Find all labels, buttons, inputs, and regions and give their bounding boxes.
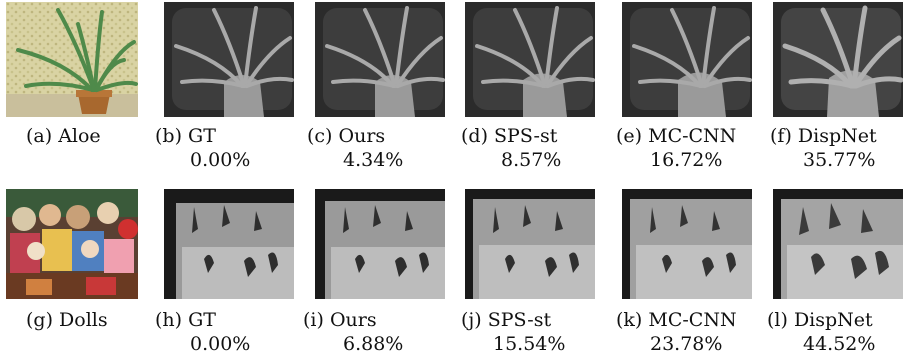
panel-aloe-gt: (b) GT 0.00% — [155, 2, 294, 171]
caption-error: 8.57% — [501, 149, 562, 171]
aloe-sps-disparity — [465, 2, 595, 117]
caption-label: (l) DispNet — [767, 309, 873, 331]
caption-label: (h) GT — [155, 309, 216, 331]
caption-dolls-ours: (i) Ours 6.88% — [303, 308, 403, 356]
caption-aloe-photo: (a) Aloe — [26, 124, 101, 148]
caption-dolls-mccnn: (k) MC-CNN 23.78% — [616, 308, 737, 356]
caption-label: (g) Dolls — [26, 309, 108, 331]
aloe-mccnn-disparity — [622, 2, 752, 117]
dolls-gt-disparity — [164, 189, 294, 299]
caption-error: 23.78% — [650, 333, 723, 355]
panel-aloe-photo: (a) Aloe — [6, 2, 138, 147]
panel-dolls-mccnn: (k) MC-CNN 23.78% — [616, 189, 752, 355]
caption-error: 0.00% — [190, 149, 251, 171]
caption-aloe-ours: (c) Ours 4.34% — [307, 124, 403, 172]
caption-dolls-photo: (g) Dolls — [26, 308, 108, 332]
dolls-photo-image — [6, 189, 138, 299]
caption-label: (d) SPS-st — [461, 125, 558, 147]
dolls-dispnet-disparity — [773, 189, 903, 299]
panel-dolls-dispnet: (l) DispNet 44.52% — [767, 189, 903, 355]
panel-aloe-mccnn: (e) MC-CNN 16.72% — [616, 2, 752, 171]
caption-error: 15.54% — [493, 333, 566, 355]
aloe-photo-image — [6, 2, 138, 117]
panel-dolls-sps: (j) SPS-st 15.54% — [461, 189, 595, 355]
caption-error: 44.52% — [803, 333, 876, 355]
panel-dolls-gt: (h) GT 0.00% — [155, 189, 294, 355]
panel-aloe-sps: (d) SPS-st 8.57% — [461, 2, 595, 171]
caption-aloe-gt: (b) GT 0.00% — [155, 124, 250, 172]
caption-dolls-sps: (j) SPS-st 15.54% — [461, 308, 565, 356]
caption-aloe-sps: (d) SPS-st 8.57% — [461, 124, 561, 172]
dolls-mccnn-disparity — [622, 189, 752, 299]
caption-error: 4.34% — [343, 149, 404, 171]
caption-label: (i) Ours — [303, 309, 377, 331]
caption-error: 0.00% — [190, 333, 251, 355]
panel-aloe-dispnet: (f) DispNet 35.77% — [770, 2, 903, 171]
caption-label: (j) SPS-st — [461, 309, 552, 331]
caption-label: (a) Aloe — [26, 125, 101, 147]
caption-label: (f) DispNet — [770, 125, 877, 147]
caption-aloe-mccnn: (e) MC-CNN 16.72% — [616, 124, 736, 172]
panel-aloe-ours: (c) Ours 4.34% — [307, 2, 445, 171]
caption-error: 6.88% — [343, 333, 404, 355]
caption-label: (k) MC-CNN — [616, 309, 737, 331]
caption-label: (e) MC-CNN — [616, 125, 737, 147]
panel-dolls-ours: (i) Ours 6.88% — [303, 189, 445, 355]
caption-aloe-dispnet: (f) DispNet 35.77% — [770, 124, 877, 172]
caption-dolls-dispnet: (l) DispNet 44.52% — [767, 308, 875, 356]
caption-dolls-gt: (h) GT 0.00% — [155, 308, 250, 356]
aloe-gt-disparity — [164, 2, 294, 117]
caption-error: 35.77% — [803, 149, 876, 171]
dolls-ours-disparity — [315, 189, 445, 299]
caption-label: (b) GT — [155, 125, 216, 147]
caption-label: (c) Ours — [307, 125, 386, 147]
aloe-dispnet-disparity — [773, 2, 903, 117]
dolls-sps-disparity — [465, 189, 595, 299]
panel-dolls-photo: (g) Dolls — [6, 189, 138, 331]
aloe-ours-disparity — [315, 2, 445, 117]
caption-error: 16.72% — [650, 149, 723, 171]
